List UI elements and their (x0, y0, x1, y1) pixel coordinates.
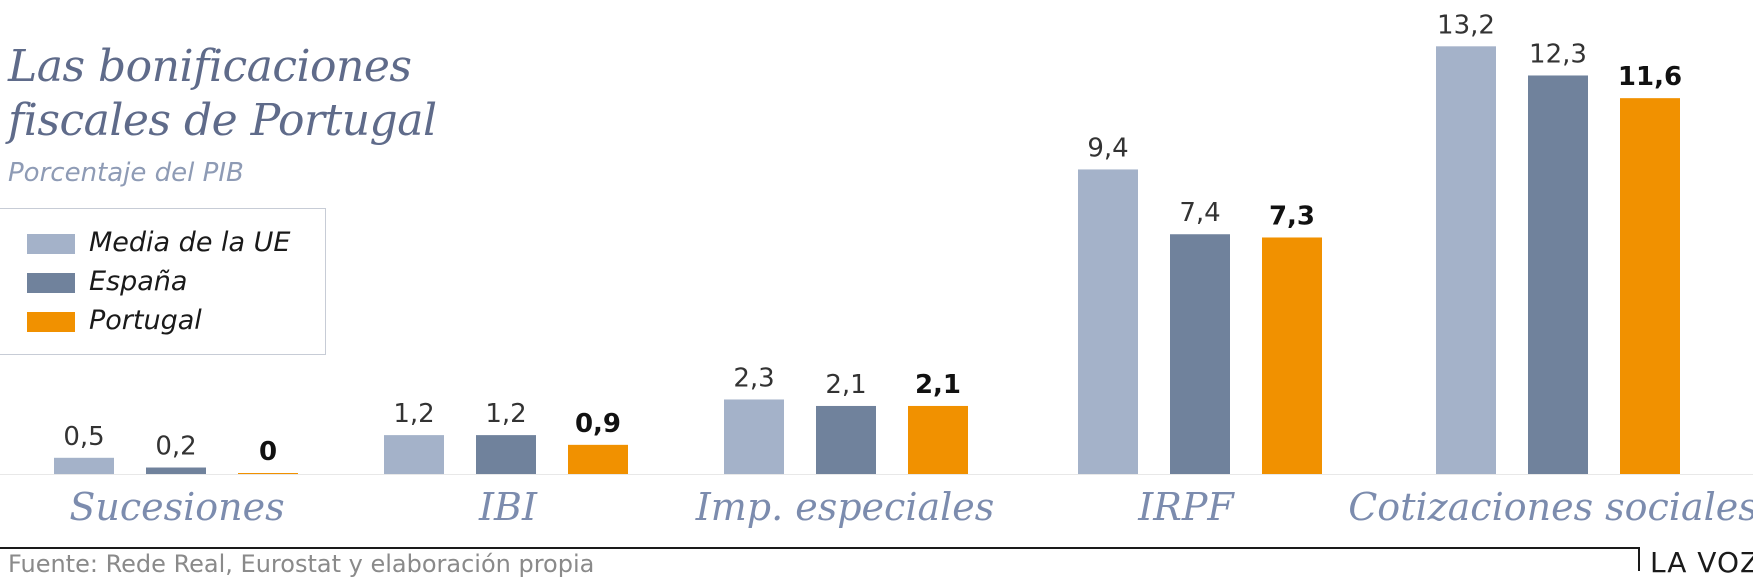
bar-cotizaciones-sociales-portugal (1620, 98, 1680, 474)
bar-imp-especiales-portugal (908, 405, 968, 474)
chart-title-line-1: Las bonificaciones (8, 41, 412, 92)
chart-legend: Media de la UE España Portugal (0, 208, 326, 355)
category-label-ibi: IBI (478, 485, 538, 529)
legend-swatch-espana (27, 273, 75, 293)
value-label-irpf-espana: 7,4 (1179, 198, 1220, 228)
value-label-cotizaciones-sociales-media-de-la-ue: 13,2 (1437, 10, 1495, 40)
bar-ibi-media-de-la-ue (384, 435, 444, 474)
value-label-imp-especiales-media-de-la-ue: 2,3 (733, 363, 774, 393)
category-label-imp-especiales: Imp. especiales (695, 485, 995, 529)
bar-ibi-espana (476, 435, 536, 474)
bar-cotizaciones-sociales-media-de-la-ue (1436, 46, 1496, 474)
bar-irpf-portugal (1262, 237, 1322, 474)
category-label-irpf: IRPF (1137, 485, 1235, 529)
value-label-sucesiones-portugal: 0 (259, 437, 277, 467)
value-label-sucesiones-media-de-la-ue: 0,5 (63, 422, 104, 452)
legend-label-portugal: Portugal (89, 305, 202, 336)
bar-imp-especiales-espana (816, 405, 876, 474)
legend-label-media-ue: Media de la UE (89, 227, 291, 258)
bar-sucesiones-portugal (238, 473, 298, 474)
source-note: Fuente: Rede Real, Eurostat y elaboració… (8, 550, 595, 578)
bar-irpf-espana (1170, 234, 1230, 474)
value-label-ibi-espana: 1,2 (485, 399, 526, 429)
bar-sucesiones-espana (146, 467, 206, 474)
bar-chart: 0,5 0,2 0 Sucesiones 1,2 1,2 0,9 IBI 2,3 2,1 2,1 Im… (0, 10, 1753, 529)
value-label-sucesiones-espana: 0,2 (155, 432, 196, 462)
value-label-irpf-media-de-la-ue: 9,4 (1087, 133, 1128, 163)
value-label-cotizaciones-sociales-espana: 12,3 (1529, 39, 1587, 69)
chart-title-line-2: fiscales de Portugal (8, 95, 437, 146)
value-label-cotizaciones-sociales-portugal: 11,6 (1618, 62, 1682, 92)
value-label-irpf-portugal: 7,3 (1269, 201, 1315, 231)
legend-swatch-media-ue (27, 234, 75, 254)
value-label-ibi-portugal: 0,9 (575, 409, 621, 439)
category-label-sucesiones: Sucesiones (69, 485, 284, 529)
value-label-imp-especiales-espana: 2,1 (825, 370, 866, 400)
legend-label-espana: España (89, 266, 188, 297)
bar-irpf-media-de-la-ue (1078, 169, 1138, 474)
category-label-cotizaciones-sociales: Cotizaciones sociales (1348, 485, 1753, 529)
value-label-imp-especiales-portugal: 2,1 (915, 370, 961, 400)
chart-title: Las bonificaciones fiscales de Portugal (8, 40, 437, 148)
bar-cotizaciones-sociales-espana (1528, 75, 1588, 474)
chart-subtitle: Porcentaje del PIB (8, 158, 244, 188)
bar-sucesiones-media-de-la-ue (54, 457, 114, 474)
brand-logo: LA VOZ (1650, 546, 1753, 579)
legend-swatch-portugal (27, 312, 75, 332)
footer-rule-tick (1638, 547, 1640, 571)
footer-rule (0, 547, 1640, 549)
value-label-ibi-media-de-la-ue: 1,2 (393, 399, 434, 429)
bar-imp-especiales-media-de-la-ue (724, 399, 784, 474)
bar-ibi-portugal (568, 444, 628, 474)
